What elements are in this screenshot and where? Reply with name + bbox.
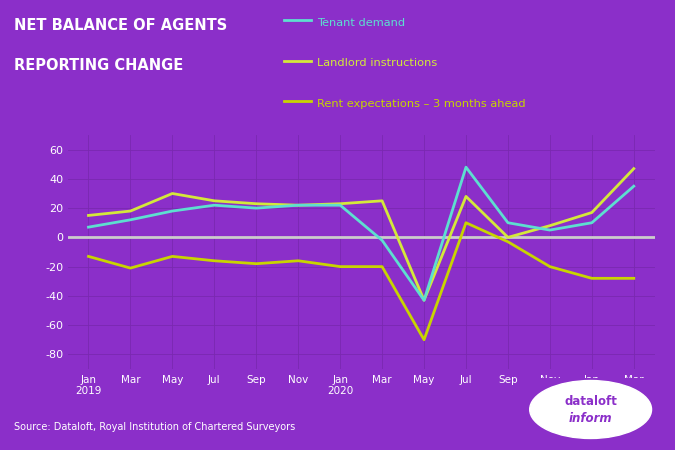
Text: inform: inform <box>569 412 612 425</box>
Text: Rent expectations – 3 months ahead: Rent expectations – 3 months ahead <box>317 99 526 109</box>
Text: Tenant demand: Tenant demand <box>317 18 406 28</box>
Text: Landlord instructions: Landlord instructions <box>317 58 437 68</box>
Text: Source: Dataloft, Royal Institution of Chartered Surveyors: Source: Dataloft, Royal Institution of C… <box>14 422 295 432</box>
Text: dataloft: dataloft <box>564 396 617 409</box>
Text: REPORTING CHANGE: REPORTING CHANGE <box>14 58 183 73</box>
Ellipse shape <box>530 381 651 438</box>
Text: NET BALANCE OF AGENTS: NET BALANCE OF AGENTS <box>14 18 227 33</box>
